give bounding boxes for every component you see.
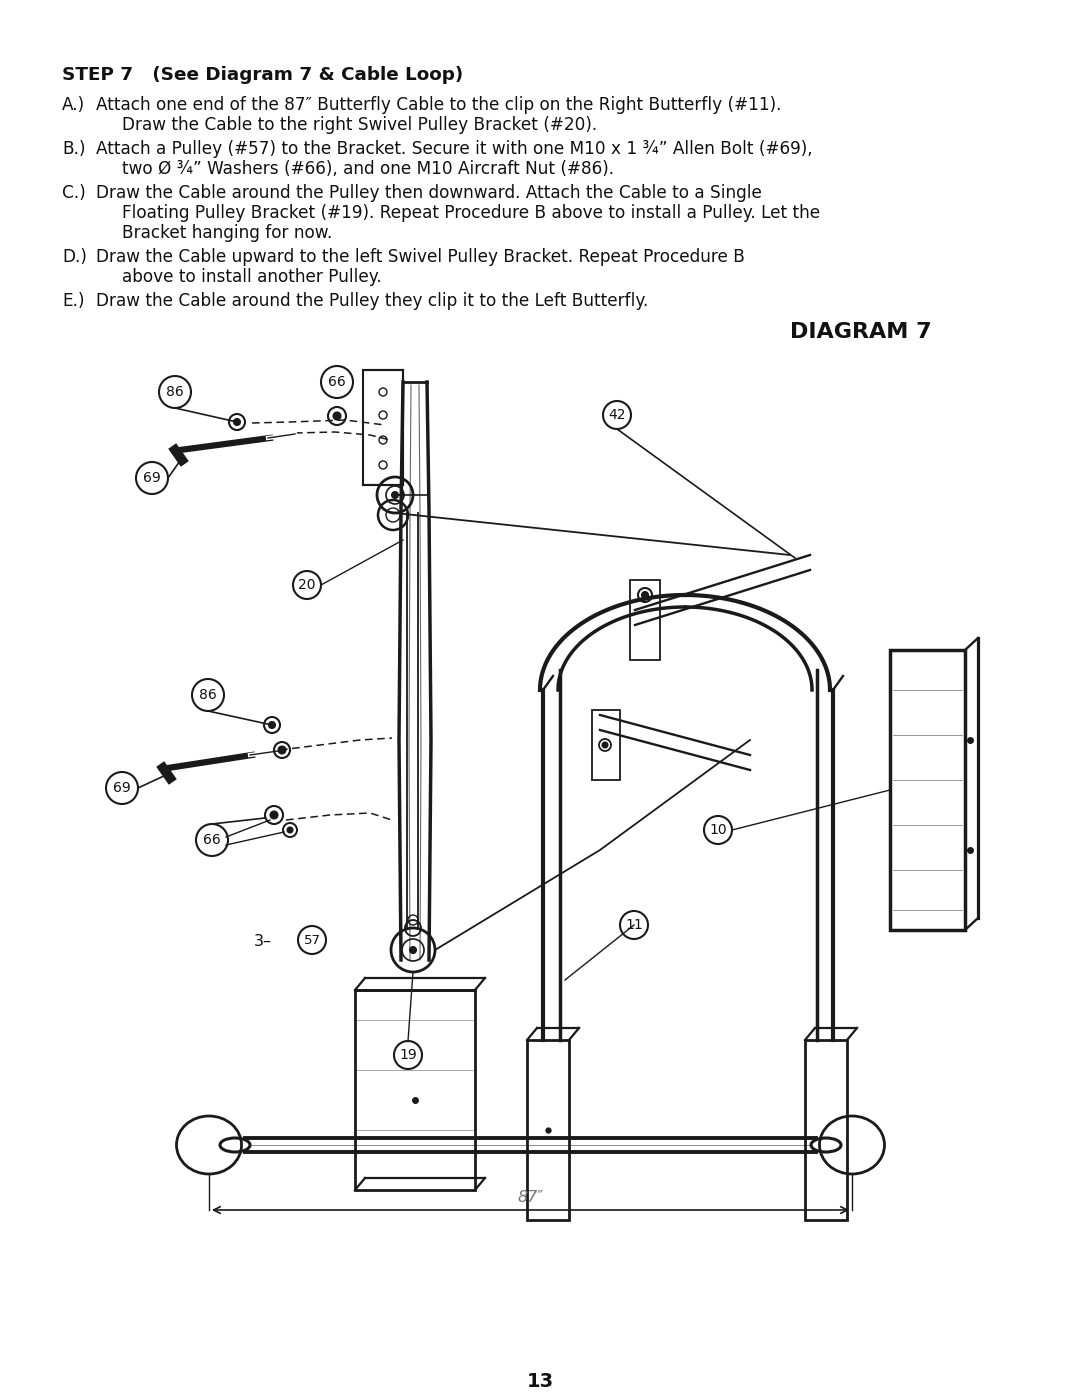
Circle shape bbox=[269, 722, 275, 728]
Text: 10: 10 bbox=[710, 823, 727, 837]
Text: above to install another Pulley.: above to install another Pulley. bbox=[122, 268, 381, 286]
Bar bbox=[363, 370, 403, 485]
Text: Draw the Cable to the right Swivel Pulley Bracket (#20).: Draw the Cable to the right Swivel Pulle… bbox=[122, 116, 597, 134]
Text: D.): D.) bbox=[62, 249, 86, 265]
Circle shape bbox=[642, 592, 648, 598]
Text: 20: 20 bbox=[298, 578, 315, 592]
Text: 57: 57 bbox=[303, 933, 321, 947]
Circle shape bbox=[603, 742, 607, 747]
Circle shape bbox=[234, 419, 240, 425]
Bar bbox=[592, 710, 620, 780]
Text: Floating Pulley Bracket (#19). Repeat Procedure B above to install a Pulley. Let: Floating Pulley Bracket (#19). Repeat Pr… bbox=[122, 204, 820, 222]
Text: Draw the Cable upward to the left Swivel Pulley Bracket. Repeat Procedure B: Draw the Cable upward to the left Swivel… bbox=[96, 249, 745, 265]
Text: 86: 86 bbox=[199, 687, 217, 703]
Text: two Ø ¾” Washers (#66), and one M10 Aircraft Nut (#86).: two Ø ¾” Washers (#66), and one M10 Airc… bbox=[122, 161, 615, 177]
Text: 86: 86 bbox=[166, 386, 184, 400]
Text: 69: 69 bbox=[113, 781, 131, 795]
Text: Attach one end of the 87″ Butterfly Cable to the clip on the Right Butterfly (#1: Attach one end of the 87″ Butterfly Cabl… bbox=[96, 96, 782, 115]
Bar bbox=[805, 1039, 847, 1220]
Bar bbox=[890, 650, 966, 930]
Circle shape bbox=[270, 812, 278, 819]
Text: 3–: 3– bbox=[254, 935, 272, 950]
Text: Draw the Cable around the Pulley then downward. Attach the Cable to a Single: Draw the Cable around the Pulley then do… bbox=[96, 184, 761, 203]
Text: Bracket hanging for now.: Bracket hanging for now. bbox=[122, 224, 333, 242]
Text: DIAGRAM 7: DIAGRAM 7 bbox=[789, 321, 932, 342]
Text: 66: 66 bbox=[328, 374, 346, 388]
Text: A.): A.) bbox=[62, 96, 85, 115]
Text: 42: 42 bbox=[608, 408, 625, 422]
Text: STEP 7   (See Diagram 7 & Cable Loop): STEP 7 (See Diagram 7 & Cable Loop) bbox=[62, 66, 463, 84]
Circle shape bbox=[279, 746, 285, 753]
Text: 66: 66 bbox=[203, 833, 221, 847]
Circle shape bbox=[410, 947, 416, 953]
Bar bbox=[630, 580, 660, 659]
Bar bbox=[527, 1039, 569, 1220]
Text: Attach a Pulley (#57) to the Bracket. Secure it with one M10 x 1 ¾” Allen Bolt (: Attach a Pulley (#57) to the Bracket. Se… bbox=[96, 140, 812, 158]
Text: 11: 11 bbox=[625, 918, 643, 932]
Circle shape bbox=[287, 827, 293, 833]
Text: B.): B.) bbox=[62, 140, 85, 158]
Circle shape bbox=[334, 412, 340, 419]
Text: 19: 19 bbox=[400, 1048, 417, 1062]
Text: C.): C.) bbox=[62, 184, 85, 203]
Text: 87″: 87″ bbox=[517, 1190, 543, 1206]
Circle shape bbox=[392, 492, 399, 497]
Text: Draw the Cable around the Pulley they clip it to the Left Butterfly.: Draw the Cable around the Pulley they cl… bbox=[96, 292, 648, 310]
Text: 13: 13 bbox=[526, 1372, 554, 1391]
Text: E.): E.) bbox=[62, 292, 84, 310]
Bar bbox=[355, 990, 475, 1190]
Text: 69: 69 bbox=[144, 471, 161, 485]
